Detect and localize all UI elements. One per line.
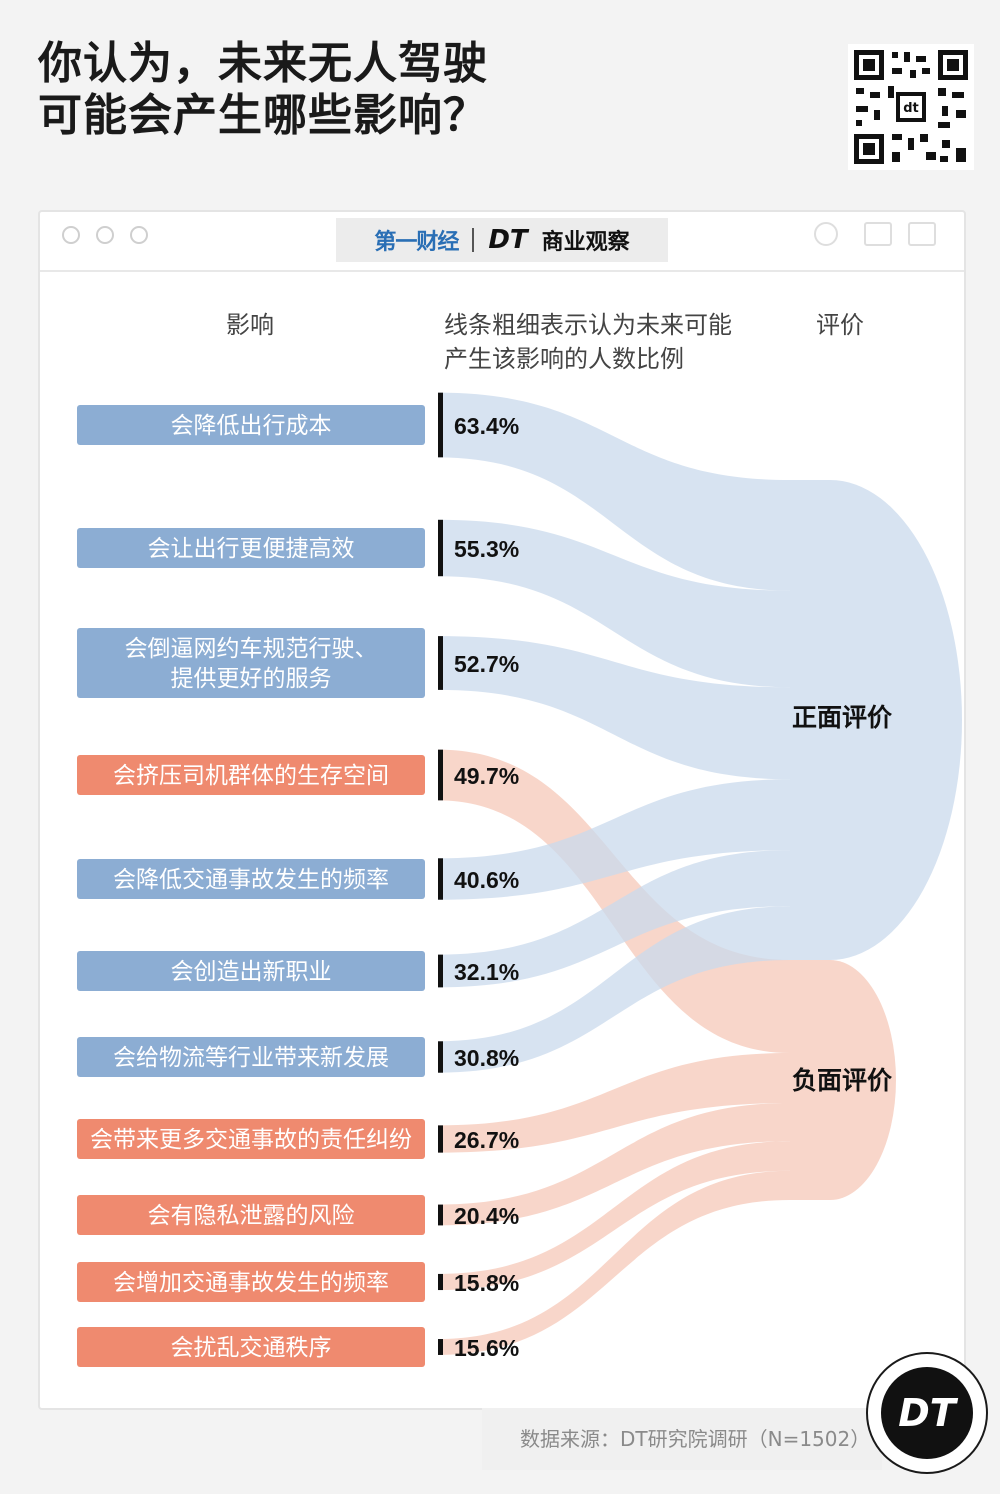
impact-label: 会创造出新职业 bbox=[171, 959, 332, 985]
impact-label-box bbox=[77, 755, 425, 795]
impact-label: 会挤压司机群体的生存空间 bbox=[113, 763, 389, 789]
sankey-flows bbox=[438, 392, 790, 1355]
impact-label-box bbox=[77, 528, 425, 568]
page-icon[interactable] bbox=[864, 222, 892, 246]
brand-dt-logo: DT bbox=[488, 225, 528, 255]
sankey-flow bbox=[438, 779, 790, 900]
sankey-flow bbox=[438, 1170, 790, 1355]
header-thickness-2: 产生该影响的人数比例 bbox=[444, 345, 684, 373]
impact-label: 会带来更多交通事故的责任纠纷 bbox=[90, 1127, 412, 1153]
value-bar bbox=[438, 392, 443, 458]
impact-label-box bbox=[77, 1119, 425, 1159]
value-label: 26.7% bbox=[454, 1127, 519, 1153]
impact-label-box bbox=[77, 1262, 425, 1302]
impact-label-box bbox=[77, 951, 425, 991]
value-label: 63.4% bbox=[454, 413, 519, 439]
brand-yicai-logo: 第一财经 bbox=[374, 230, 459, 255]
impact-label: 会扰乱交通秩序 bbox=[171, 1335, 332, 1361]
data-source: 数据来源：DT研究院调研（N=1502） bbox=[482, 1408, 882, 1470]
sankey-flow bbox=[438, 749, 790, 1054]
header-impact: 影响 bbox=[226, 311, 274, 339]
target-node-negative bbox=[790, 960, 896, 1200]
value-label: 49.7% bbox=[454, 763, 519, 789]
impact-label-box bbox=[77, 405, 425, 445]
value-label: 40.6% bbox=[454, 867, 519, 893]
sankey-flow bbox=[438, 1141, 790, 1291]
impact-label-box bbox=[77, 859, 425, 899]
close-icon[interactable] bbox=[62, 226, 80, 244]
impact-label: 会有隐私泄露的风险 bbox=[148, 1203, 355, 1229]
sankey-flow bbox=[438, 1053, 790, 1153]
value-label: 55.3% bbox=[454, 536, 519, 562]
brand-bar: 第一财经 DT 商业观察 bbox=[336, 218, 668, 262]
window-topbar: 第一财经 DT 商业观察 bbox=[40, 212, 964, 272]
impact-label-box bbox=[77, 1195, 425, 1235]
brand-divider bbox=[472, 228, 475, 252]
impact-label: 会倒逼网约车规范行驶、 bbox=[125, 636, 378, 662]
target-label: 正面评价 bbox=[792, 703, 893, 732]
impact-label-box bbox=[77, 1037, 425, 1077]
value-label: 30.8% bbox=[454, 1045, 519, 1071]
value-label: 15.8% bbox=[454, 1270, 519, 1296]
value-bar bbox=[438, 1273, 443, 1291]
impact-label-box bbox=[77, 1327, 425, 1367]
value-label: 20.4% bbox=[454, 1203, 519, 1229]
impact-label: 会增加交通事故发生的频率 bbox=[113, 1270, 389, 1296]
sankey-nodes: 会降低出行成本 63.4% 会让出行更便捷高效 55.3% 会倒逼网约车规范行驶、提供更… bbox=[77, 392, 893, 1367]
sankey-flow bbox=[438, 906, 790, 1073]
minimize-icon[interactable] bbox=[96, 226, 114, 244]
dt-logo-text: DT bbox=[881, 1367, 973, 1459]
value-bar bbox=[438, 858, 443, 900]
value-label: 15.6% bbox=[454, 1335, 519, 1361]
maximize-icon[interactable] bbox=[130, 226, 148, 244]
svg-text:dt: dt bbox=[903, 101, 919, 116]
header-thickness-1: 线条粗细表示认为未来可能 bbox=[444, 311, 732, 339]
title-line-2: 可能会产生哪些影响？ bbox=[38, 90, 488, 141]
qr-code-icon: dt bbox=[848, 44, 974, 170]
value-bar bbox=[438, 636, 443, 690]
value-label: 32.1% bbox=[454, 959, 519, 985]
record-icon[interactable] bbox=[814, 222, 838, 246]
sankey-flow bbox=[438, 636, 790, 780]
value-label: 52.7% bbox=[454, 651, 519, 677]
dt-logo-icon: DT bbox=[866, 1352, 988, 1474]
sankey-flow bbox=[438, 1103, 790, 1226]
impact-label: 提供更好的服务 bbox=[171, 666, 332, 692]
value-bar bbox=[438, 1339, 443, 1355]
value-bar bbox=[438, 1204, 443, 1226]
target-node-positive bbox=[790, 480, 962, 960]
sankey-flow bbox=[438, 392, 790, 591]
title-line-1: 你认为，未来无人驾驶 bbox=[38, 38, 488, 89]
impact-label: 会给物流等行业带来新发展 bbox=[113, 1045, 389, 1071]
page-title: 你认为，未来无人驾驶 可能会产生哪些影响？ bbox=[38, 38, 488, 142]
value-bar bbox=[438, 519, 443, 577]
target-label: 负面评价 bbox=[792, 1066, 893, 1095]
sankey-flow bbox=[438, 850, 790, 988]
value-bar bbox=[438, 749, 443, 801]
brand-name: 商业观察 bbox=[541, 230, 630, 255]
impact-label: 会降低出行成本 bbox=[171, 413, 332, 439]
impact-label: 会降低交通事故发生的频率 bbox=[113, 867, 389, 893]
header-rating: 评价 bbox=[816, 311, 864, 339]
window-icon[interactable] bbox=[908, 222, 936, 246]
value-bar bbox=[438, 1125, 443, 1153]
sankey-flow bbox=[438, 519, 790, 688]
value-bar bbox=[438, 1041, 443, 1073]
value-bar bbox=[438, 954, 443, 988]
impact-label-box bbox=[77, 628, 425, 698]
impact-label: 会让出行更便捷高效 bbox=[148, 536, 355, 562]
